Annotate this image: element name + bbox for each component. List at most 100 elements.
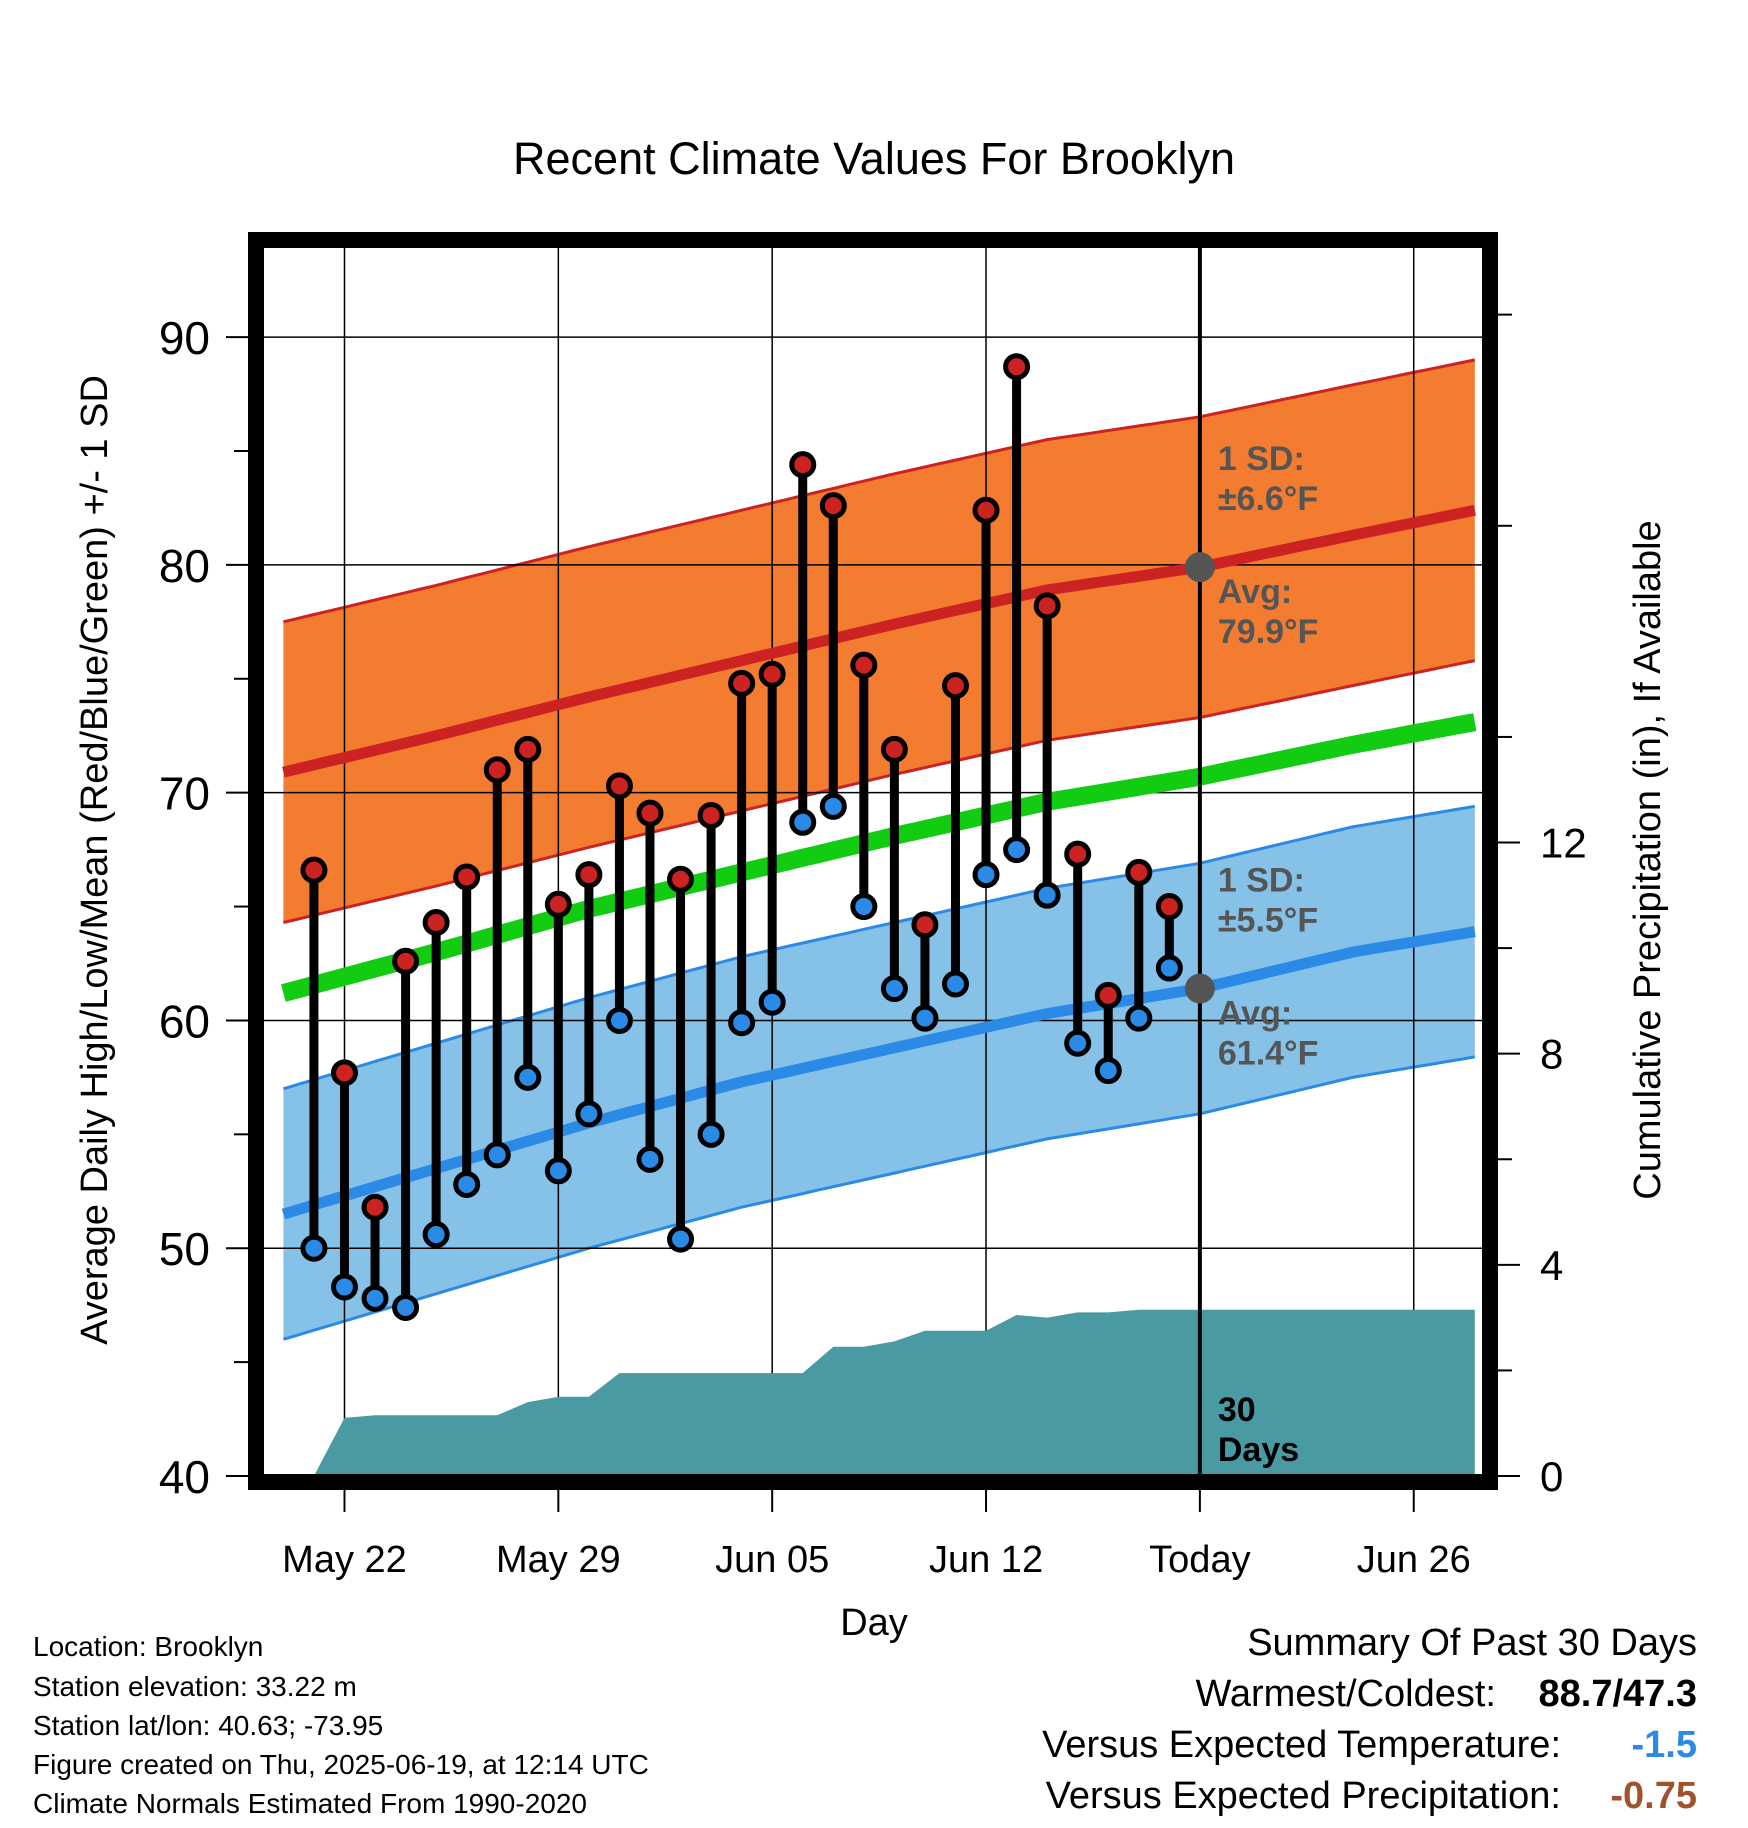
info-normals: Climate Normals Estimated From 1990-2020: [33, 1788, 587, 1819]
daily-high-point: [483, 756, 511, 784]
precipitation-area: [283, 1309, 1475, 1476]
x-axis-label: Day: [840, 1602, 908, 1644]
x-tick-label-23: Jun 12: [929, 1539, 1043, 1581]
y-axis-label: Average Daily High/Low/Mean (Red/Blue/Gr…: [74, 375, 116, 1345]
daily-low-point: [728, 1009, 756, 1037]
daily-low-point: [514, 1063, 542, 1091]
daily-high-point: [392, 947, 420, 975]
daily-low-point: [361, 1284, 389, 1312]
info-location: Location: Brooklyn: [33, 1631, 264, 1662]
low-sd-label-line-1: 1 SD:: [1218, 862, 1305, 900]
y2-tick-label-0: 0: [1540, 1453, 1563, 1500]
today-high-avg-dot: [1184, 552, 1215, 583]
y2-axis-label: Cumulative Precipitation (in), If Availa…: [1627, 520, 1669, 1199]
low-avg-label-line-2: 61.4°F: [1218, 1035, 1319, 1073]
daily-low-point: [941, 970, 969, 998]
chart-title: Recent Climate Values For Brooklyn: [513, 133, 1235, 184]
plot-frame-border: [248, 232, 1498, 1490]
daily-high-point: [1033, 592, 1061, 620]
daily-high-point: [453, 863, 481, 891]
y-tick-label-60: 60: [159, 995, 210, 1047]
daily-high-point: [1064, 840, 1092, 868]
days-label-line-1: 30: [1218, 1391, 1256, 1429]
daily-high-point: [514, 735, 542, 763]
high-sd-band-lower: [283, 659, 1476, 924]
days-label-line-2: Days: [1218, 1431, 1299, 1469]
daily-high-point: [636, 799, 664, 827]
info-latlon: Station lat/lon: 40.63; -73.95: [33, 1710, 384, 1741]
daily-high-point: [667, 865, 695, 893]
y2-tick-label-8: 8: [1540, 1031, 1563, 1078]
x-tick-label-37: Jun 26: [1357, 1539, 1471, 1581]
daily-high-point: [575, 861, 603, 889]
daily-high-point: [300, 856, 328, 884]
daily-low-point: [300, 1234, 328, 1262]
daily-high-point: [422, 909, 450, 936]
today-low-avg-dot: [1184, 973, 1215, 1004]
normal-lines: [281, 504, 1477, 1220]
cumulative-precip-area: [283, 1309, 1475, 1476]
summary-precip-label: Versus Expected Precipitation:: [1045, 1775, 1561, 1817]
daily-low-point: [758, 988, 786, 1016]
plot-frame: [248, 232, 1498, 1490]
y-tick-label-90: 90: [159, 312, 210, 364]
daily-low-point: [850, 893, 878, 921]
daily-high-point: [972, 496, 1000, 524]
high-normal-line: [282, 504, 1476, 778]
daily-low-point: [544, 1157, 572, 1185]
daily-high-point: [697, 801, 725, 829]
low-sd-band: [283, 806, 1475, 1340]
high-avg-label-line-1: Avg:: [1218, 573, 1292, 611]
normal-bands: [282, 358, 1476, 1341]
daily-low-point: [972, 861, 1000, 889]
daily-high-point: [605, 772, 633, 800]
daily-low-point: [1003, 836, 1031, 864]
daily-high-point: [728, 669, 756, 697]
daily-high-point: [330, 1059, 358, 1087]
daily-high-point: [1155, 893, 1183, 921]
daily-low-point: [453, 1170, 481, 1198]
daily-low-point: [819, 792, 847, 820]
daily-high-point: [880, 735, 908, 763]
summary-precip-value: -0.75: [1610, 1777, 1697, 1815]
daily-high-point: [819, 492, 847, 520]
daily-low-point: [1064, 1029, 1092, 1057]
y2-tick-label-4: 4: [1540, 1242, 1563, 1289]
low-sd-label-line-2: ±5.5°F: [1218, 902, 1318, 940]
y-tick-label-50: 50: [159, 1223, 210, 1275]
high-sd-label-line-1: 1 SD:: [1218, 440, 1305, 478]
daily-low-point: [422, 1221, 450, 1249]
y-tick-label-70: 70: [159, 768, 210, 820]
temp-value: -1.5: [1631, 1724, 1697, 1766]
low-sd-band-lower: [282, 1055, 1476, 1341]
axes: 40 50 60 70 80 90 0 4 8 12 May 22 May 29 Jun 05 Jun 1…: [159, 312, 1587, 1581]
daily-low-point: [392, 1293, 420, 1321]
daily-low-point: [575, 1100, 603, 1128]
daily-high-point: [850, 651, 878, 679]
x-tick-label-2: May 22: [282, 1539, 407, 1581]
low-normal-line: [281, 926, 1476, 1220]
daily-low-point: [483, 1141, 511, 1169]
summary-warm-cold-value: 88.7/47.3: [1539, 1675, 1697, 1713]
daily-bars: [300, 353, 1183, 1321]
high-sd-label-line-2: ±6.6°F: [1218, 480, 1318, 518]
daily-low-point: [1125, 1004, 1153, 1032]
x-tick-label-9: May 29: [496, 1539, 621, 1581]
summary-title: Summary Of Past 30 Days: [1247, 1622, 1697, 1664]
daily-low-point: [1155, 954, 1183, 982]
daily-low-point: [1033, 881, 1061, 909]
daily-low-point: [1094, 1057, 1122, 1085]
daily-high-point: [1003, 353, 1031, 381]
daily-low-point: [880, 975, 908, 1003]
low-sd-band-upper: [282, 804, 1476, 1091]
daily-low-point: [667, 1225, 695, 1253]
mean-normal-line: [281, 713, 1477, 1002]
daily-high-point: [1094, 981, 1122, 1009]
summary-warm-cold-label: Warmest/Coldest:: [1195, 1673, 1496, 1715]
high-sd-band-upper: [283, 358, 1476, 624]
daily-low-point: [789, 808, 817, 836]
info-created: Figure created on Thu, 2025-06-19, at 12…: [33, 1749, 649, 1780]
daily-low-point: [605, 1006, 633, 1034]
